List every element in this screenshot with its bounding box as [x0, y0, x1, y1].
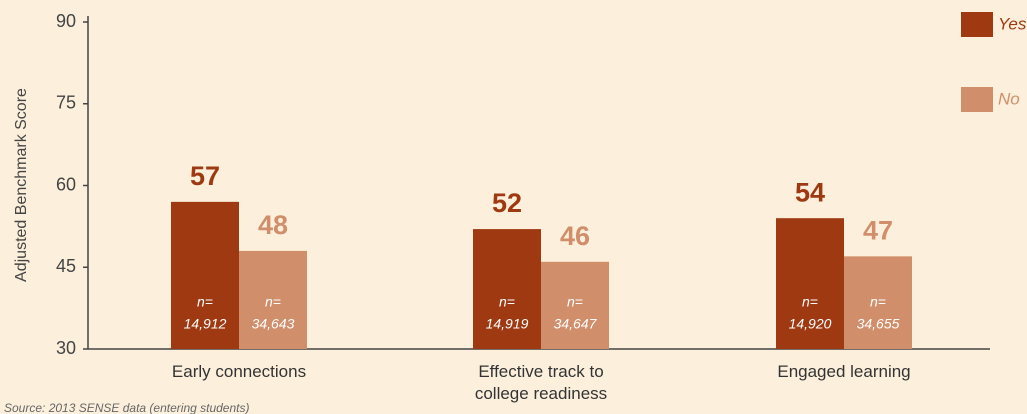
- value-label: 47: [863, 215, 893, 245]
- bar: [844, 256, 912, 349]
- bar: [776, 218, 844, 349]
- source-note: Source: 2013 SENSE data (entering studen…: [4, 401, 249, 414]
- x-tick-label-box: Engaged learning: [777, 362, 911, 381]
- y-tick-label: 30: [56, 338, 76, 358]
- y-tick-label: 60: [56, 174, 76, 194]
- legend-label: Yes: [998, 14, 1027, 33]
- sample-size: 14,912: [184, 316, 227, 332]
- value-label: 46: [560, 221, 590, 251]
- x-tick-label-box: Early connections: [171, 362, 307, 381]
- legend-label: No: [998, 89, 1020, 108]
- sample-size: 34,655: [857, 316, 900, 332]
- x-tick-label: Engaged learning: [777, 362, 911, 381]
- y-axis-label: Adjusted Benchmark Score: [13, 88, 30, 282]
- value-label: 52: [492, 188, 522, 218]
- bar: [171, 201, 239, 349]
- y-tick-label: 75: [56, 93, 76, 113]
- sample-prefix: n=: [265, 294, 281, 310]
- x-tick-label-box: Effective track to college readiness: [474, 362, 608, 403]
- sample-size: 34,643: [252, 316, 295, 332]
- sample-size: 14,920: [789, 316, 832, 332]
- bar: [473, 229, 541, 349]
- value-label: 48: [258, 210, 288, 240]
- sample-prefix: n=: [499, 294, 515, 310]
- value-label: 57: [190, 161, 220, 191]
- y-tick-label: 45: [56, 256, 76, 276]
- x-tick-label: Effective track to college readiness: [474, 362, 608, 403]
- value-label: 54: [795, 177, 825, 207]
- sample-size: 14,919: [486, 316, 529, 332]
- sample-prefix: n=: [870, 294, 886, 310]
- sample-size: 34,647: [554, 316, 598, 332]
- legend-swatch: [961, 12, 993, 37]
- x-tick-label: Early connections: [171, 362, 307, 381]
- sample-prefix: n=: [567, 294, 583, 310]
- legend-swatch: [961, 87, 993, 112]
- sample-prefix: n=: [802, 294, 818, 310]
- sample-prefix: n=: [197, 294, 213, 310]
- y-tick-label: 90: [56, 11, 76, 31]
- bar: [541, 261, 609, 349]
- bar: [239, 250, 307, 349]
